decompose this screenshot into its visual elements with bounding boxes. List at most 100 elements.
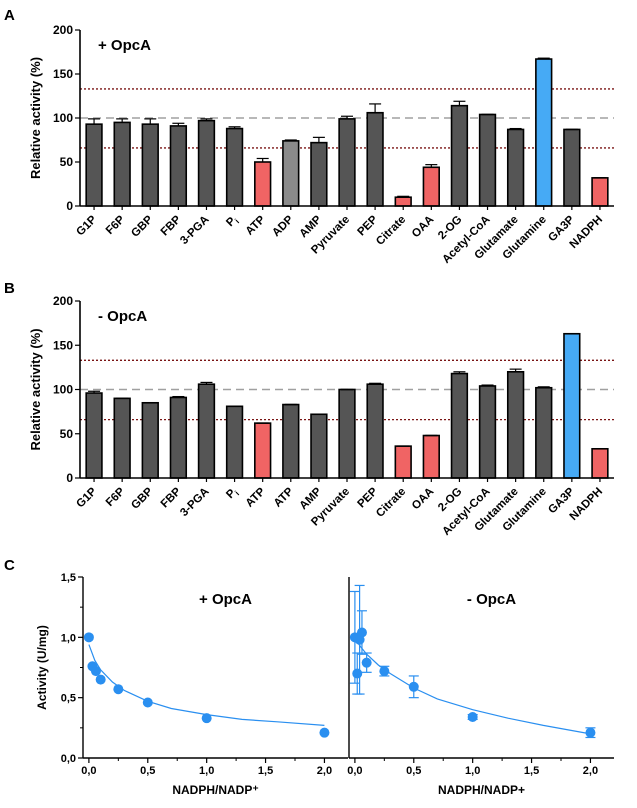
data-point	[319, 727, 330, 738]
bar	[394, 196, 412, 207]
data-point	[201, 713, 212, 724]
pi-subscript: i	[233, 217, 241, 225]
y-axis-title: Relative activity (%)	[28, 328, 43, 450]
x-tick-label: G1P	[74, 213, 99, 238]
x-tick-label: PEP	[355, 485, 380, 510]
data-point	[95, 674, 106, 685]
y-tick-label: 200	[53, 23, 73, 37]
bar	[535, 386, 553, 479]
panel-annotation: + OpcA	[199, 591, 252, 608]
x-tick-label: F6P	[104, 485, 128, 509]
x-tick-label: 1,5	[524, 765, 539, 777]
bar	[422, 166, 440, 207]
bar	[113, 397, 131, 479]
bar	[85, 123, 103, 207]
bar	[591, 177, 609, 207]
bar	[338, 118, 356, 207]
x-axis-title: NADPH/NADP⁺	[172, 783, 258, 797]
panel-c-left-chart: 0,0 0,5 1,0 1,5 2,0 0,0 0,5 1,0 1,5 Activity (U/m…	[35, 572, 348, 797]
y-tick-label: 100	[53, 111, 73, 125]
x-tick-label: F6P	[104, 213, 128, 237]
x-tick-label: FBP	[159, 213, 184, 238]
bar	[338, 388, 356, 479]
data-point	[408, 681, 419, 692]
data-point	[142, 697, 153, 708]
y-tick-label: 1,5	[61, 572, 76, 584]
data-point	[356, 627, 367, 638]
bar	[310, 413, 328, 479]
x-tick-label: ATP	[244, 213, 268, 237]
data-point	[83, 632, 94, 643]
bar	[563, 128, 581, 207]
x-tick-label: FBP	[159, 485, 184, 510]
panel-annotation: + OpcA	[98, 37, 151, 54]
bar	[141, 123, 159, 207]
bar	[310, 141, 328, 207]
bar	[478, 113, 497, 207]
x-tick-label: 0,5	[140, 765, 155, 777]
x-tick-label: 1,0	[199, 765, 214, 777]
bar	[282, 140, 300, 207]
x-tick-label: 0,0	[347, 765, 362, 777]
bar	[478, 385, 497, 479]
bar	[169, 125, 188, 207]
y-axis-title: Activity (U/mg)	[35, 625, 49, 710]
bar	[366, 111, 384, 207]
y-tick-label: 1,0	[61, 632, 76, 644]
bar	[563, 332, 581, 479]
x-tick-label: Pi	[224, 486, 241, 503]
x-tick-label: ATP	[244, 485, 268, 509]
bar	[422, 434, 440, 479]
x-tick-label: PEP	[355, 213, 380, 238]
x-tick-label: GBP	[129, 485, 155, 511]
x-tick-label: G1P	[74, 485, 99, 510]
y-axis-title: Relative activity (%)	[28, 57, 43, 179]
data-point	[113, 684, 124, 695]
bar	[169, 396, 188, 479]
x-tick-label: OAA	[410, 486, 437, 513]
x-tick-label: 3-PGA	[178, 486, 211, 519]
x-tick-label: 0,0	[81, 765, 96, 777]
data-point	[379, 666, 390, 677]
panel-annotation: - OpcA	[467, 591, 516, 608]
y-tick-label: 0,5	[61, 693, 76, 705]
y-tick-label: 100	[53, 383, 73, 397]
panel-label-a: A	[4, 7, 15, 24]
bar	[282, 403, 300, 479]
bar	[197, 383, 216, 479]
data-point	[585, 727, 596, 738]
y-tick-label: 150	[53, 338, 73, 352]
panel-annotation: - OpcA	[98, 308, 147, 325]
panel-label-b: B	[4, 280, 15, 297]
bar	[225, 127, 244, 207]
y-tick-label: 50	[60, 155, 74, 169]
bar	[450, 104, 469, 207]
x-tick-label: Citrate	[374, 486, 408, 520]
x-tick-label: 2,0	[317, 765, 332, 777]
bar	[197, 119, 216, 207]
x-tick-label: 1,5	[258, 765, 273, 777]
x-tick-label: GBP	[129, 213, 155, 239]
pi-subscript: i	[233, 489, 241, 497]
y-tick-label: 0,0	[61, 753, 76, 765]
bar	[506, 370, 525, 479]
x-tick-label: Pi	[224, 214, 241, 231]
bar	[85, 392, 103, 479]
bar	[254, 422, 272, 479]
x-tick-label: 1,0	[465, 765, 480, 777]
bar	[506, 128, 525, 207]
data-point	[352, 668, 363, 679]
data-point	[467, 711, 478, 722]
data-point	[361, 657, 372, 668]
y-tick-label: 0	[66, 471, 73, 485]
x-tick-label: ADP	[270, 213, 296, 239]
x-tick-label: 2,0	[583, 765, 598, 777]
y-tick-label: 150	[53, 67, 73, 81]
bar	[450, 372, 469, 479]
bar	[591, 447, 609, 479]
y-tick-label: 200	[53, 294, 73, 308]
x-tick-label: 3-PGA	[178, 214, 211, 247]
y-tick-label: 0	[66, 199, 73, 213]
